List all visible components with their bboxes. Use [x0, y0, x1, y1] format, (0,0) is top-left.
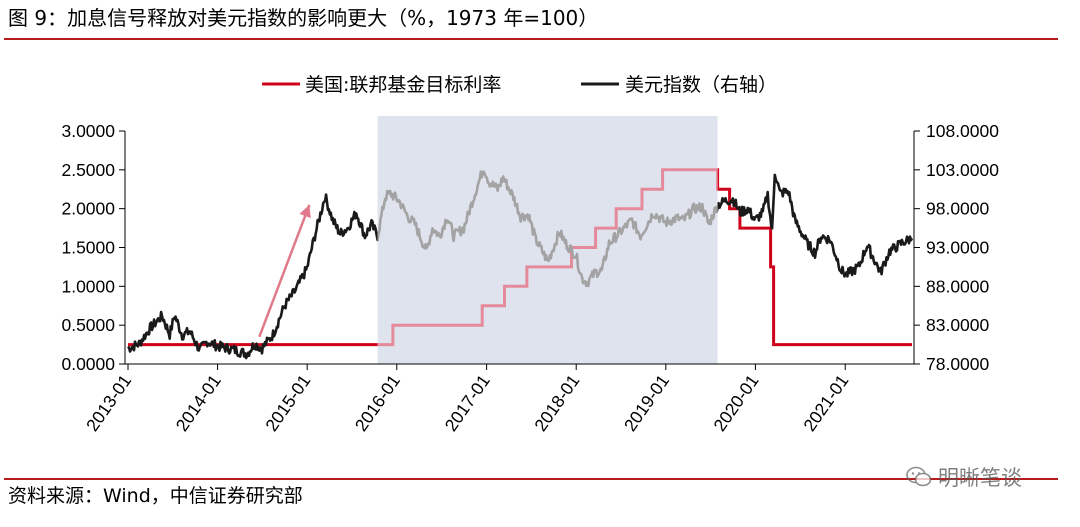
y-right-tick-label: 108.0000 [926, 121, 999, 141]
legend-label-dxy: 美元指数（右轴） [625, 74, 777, 96]
y-left-tick-label: 1.0000 [61, 276, 115, 296]
shaded-period [377, 116, 718, 364]
chart-legend: 美国:联邦基金目标利率 美元指数（右轴） [262, 74, 777, 96]
source-divider [4, 478, 1058, 480]
y-right-tick-label: 103.0000 [926, 160, 999, 180]
x-tick-label: 2014-01 [172, 371, 225, 435]
title-divider [4, 38, 1058, 40]
dxy-line-faded [377, 170, 718, 288]
x-tick-label: 2016-01 [351, 371, 404, 435]
x-tick-label: 2020-01 [709, 371, 762, 435]
y-left-tick-label: 2.0000 [61, 199, 115, 219]
x-tick-label: 2017-01 [441, 371, 494, 435]
arrow-head [299, 204, 311, 219]
watermark: 明晰笔谈 [906, 462, 1022, 492]
y-right-tick-label: 98.0000 [926, 199, 990, 219]
y-left-tick-label: 0.5000 [61, 315, 115, 335]
y-left-tick-label: 2.5000 [61, 160, 115, 180]
y-left-tick-label: 3.0000 [61, 121, 115, 141]
chart-canvas: 3.0000 2.5000 2.0000 1.5000 1.0000 0.5000 0.00… [61, 74, 999, 435]
x-tick-label: 2013-01 [82, 371, 135, 435]
y-left-tick-label: 1.5000 [61, 238, 115, 258]
x-tick-label: 2021-01 [799, 371, 852, 435]
arrow-shaft [258, 204, 311, 338]
x-tick-label: 2015-01 [261, 371, 314, 435]
y-right-tick-label: 83.0000 [926, 315, 990, 335]
chart-title: 图 9：加息信号释放对美元指数的影响更大（%，1973 年=100） [8, 6, 599, 30]
x-tick-label: 2018-01 [530, 371, 583, 435]
x-tick-label: 2019-01 [620, 371, 673, 435]
trend-arrow [258, 204, 311, 338]
legend-label-rate: 美国:联邦基金目标利率 [305, 74, 501, 96]
source-note: 资料来源：Wind，中信证券研究部 [8, 485, 303, 507]
wechat-icon [906, 466, 932, 487]
y-left-tick-label: 0.0000 [61, 354, 115, 374]
watermark-text: 明晰笔谈 [938, 466, 1022, 490]
rate-line-faded [377, 168, 718, 347]
y-right-tick-label: 93.0000 [926, 238, 990, 258]
y-right-tick-label: 88.0000 [926, 276, 990, 296]
chart-lines [127, 168, 914, 360]
y-right-tick-label: 78.0000 [926, 354, 990, 374]
